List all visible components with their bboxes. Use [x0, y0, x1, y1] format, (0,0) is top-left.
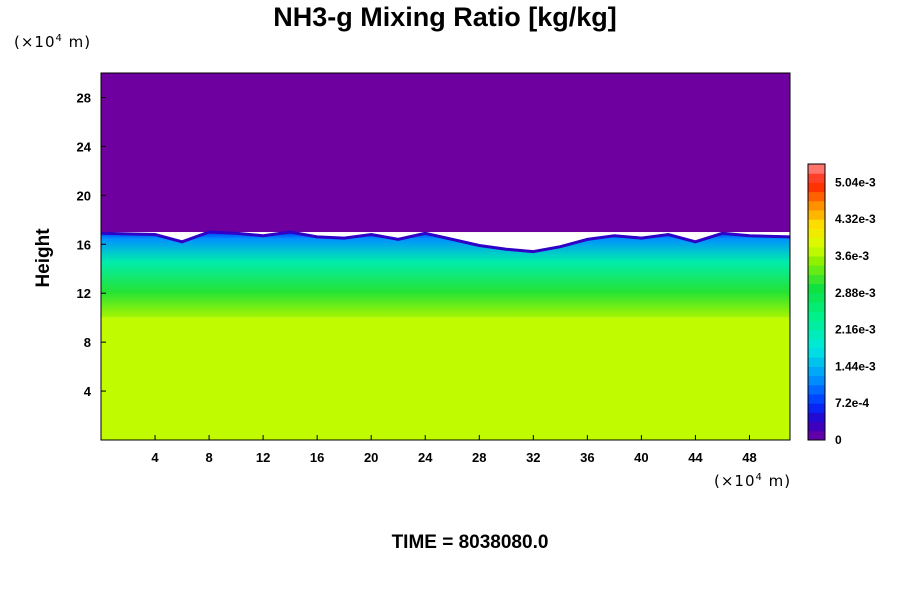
colorbar-tick-label: 4.32e-3 [835, 212, 876, 226]
colorbar-swatch [808, 274, 825, 285]
colorbar-tick-label: 0 [835, 433, 842, 447]
colorbar-swatch [808, 338, 825, 349]
y-axis-unit: (×104 m) [14, 33, 92, 51]
colorbar-swatch [808, 173, 825, 183]
colorbar-swatch [808, 164, 825, 174]
colorbar-tick-label: 7.2e-4 [835, 396, 869, 410]
x-tick-label: 48 [742, 450, 756, 465]
x-tick-label: 32 [526, 450, 540, 465]
colorbar-swatch [808, 403, 825, 413]
plot-frame [100, 72, 791, 441]
colorbar-swatch [808, 375, 825, 386]
colorbar-swatch [808, 228, 825, 239]
colorbar-swatch [808, 283, 825, 294]
colorbar-tick-label: 2.88e-3 [835, 286, 876, 300]
y-tick-label: 24 [77, 139, 92, 154]
y-tick-label: 8 [84, 335, 91, 350]
colorbar: 0 7.2e-4 1.44e-3 2.16e-3 2.88e-3 3.6e-3 4.32e-… [807, 163, 876, 447]
lower-layer [101, 317, 790, 440]
colorbar-tick-label: 2.16e-3 [835, 323, 876, 337]
y-tick-label: 12 [77, 286, 91, 301]
x-tick-label: 4 [151, 450, 159, 465]
x-tick-label: 20 [364, 450, 378, 465]
x-tick-label: 40 [634, 450, 648, 465]
mixed-layer [101, 232, 790, 318]
colorbar-swatch [808, 394, 825, 404]
colorbar-swatch [808, 237, 825, 248]
x-tick-label: 24 [418, 450, 433, 465]
heatmap-field [100, 73, 791, 440]
colorbar-tick-label: 3.6e-3 [835, 249, 869, 263]
colorbar-swatch [808, 421, 825, 432]
colorbar-swatch [808, 311, 825, 321]
colorbar-swatch [808, 219, 825, 229]
cloud-top-boundary [100, 230, 791, 254]
colorbar-swatch [808, 329, 825, 340]
colorbar-swatch [808, 320, 825, 331]
x-tick-label: 16 [310, 450, 324, 465]
x-tick-label: 8 [205, 450, 212, 465]
x-axis-unit: (×104 m) [714, 472, 792, 490]
colorbar-swatch [808, 302, 825, 312]
colorbar-swatch [808, 256, 825, 266]
y-tick-label: 16 [77, 237, 91, 252]
colorbar-swatch [808, 412, 825, 423]
colorbar-swatch [808, 292, 825, 303]
colorbar-swatch [808, 265, 825, 275]
colorbar-swatch [808, 246, 825, 257]
colorbar-swatch [808, 191, 825, 202]
x-axis-ticks: 4 8 12 16 20 24 28 32 36 40 44 48 [151, 435, 757, 465]
x-tick-label: 28 [472, 450, 486, 465]
colorbar-swatch [808, 200, 825, 211]
colorbar-tick-label: 5.04e-3 [835, 175, 876, 189]
colorbar-swatch [808, 357, 825, 367]
colorbar-swatch [808, 182, 825, 193]
colorbar-swatch [808, 210, 825, 220]
time-label: TIME = 8038080.0 [391, 532, 549, 553]
colorbar-swatch [808, 366, 825, 377]
colorbar-swatch [808, 430, 825, 441]
colorbar-swatch [808, 348, 825, 358]
x-tick-label: 44 [688, 450, 703, 465]
y-tick-label: 20 [77, 188, 91, 203]
x-tick-label: 36 [580, 450, 594, 465]
upper-layer [101, 73, 790, 233]
x-tick-label: 12 [256, 450, 270, 465]
y-tick-label: 4 [84, 384, 92, 399]
y-tick-label: 28 [77, 90, 91, 105]
colorbar-swatch [808, 384, 825, 395]
y-axis-ticks: 4 8 12 16 20 24 28 [77, 90, 106, 399]
chart-title: NH3-g Mixing Ratio [kg/kg] [273, 2, 617, 32]
colorbar-tick-label: 1.44e-3 [835, 359, 876, 373]
colorbar-frame [807, 163, 826, 441]
